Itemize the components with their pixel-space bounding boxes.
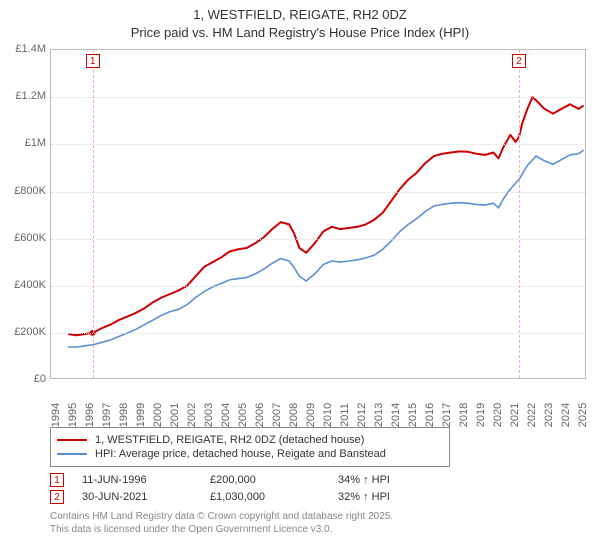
marker-price: £1,030,000 (210, 491, 320, 503)
legend-label: HPI: Average price, detached house, Reig… (95, 448, 386, 460)
marker-row: 2 30-JUN-2021 £1,030,000 32% ↑ HPI (50, 490, 592, 504)
plot-region: 12 (50, 49, 586, 379)
x-tick-label: 2023 (543, 403, 555, 427)
x-tick-label: 2006 (254, 403, 266, 427)
x-axis-labels: 1994199519961997199819992000200120022003… (50, 383, 586, 423)
x-tick-label: 2000 (152, 403, 164, 427)
x-tick-label: 2015 (407, 403, 419, 427)
x-tick-label: 2013 (373, 403, 385, 427)
legend-swatch (57, 439, 87, 441)
x-tick-label: 2017 (441, 403, 453, 427)
x-tick-label: 2001 (169, 403, 181, 427)
marker-number-box: 1 (50, 473, 64, 487)
x-tick-label: 2024 (560, 403, 572, 427)
x-tick-label: 2020 (492, 403, 504, 427)
chart-svg (51, 50, 587, 380)
gridline (51, 286, 585, 287)
marker-number-box: 2 (50, 490, 64, 504)
x-tick-label: 2022 (526, 403, 538, 427)
x-tick-label: 2019 (475, 403, 487, 427)
x-tick-label: 2004 (220, 403, 232, 427)
title-line-1: 1, WESTFIELD, REIGATE, RH2 0DZ (8, 6, 592, 24)
x-tick-label: 2025 (577, 403, 589, 427)
x-tick-label: 2010 (322, 403, 334, 427)
x-tick-label: 2014 (390, 403, 402, 427)
x-tick-label: 2009 (305, 403, 317, 427)
marker-date: 30-JUN-2021 (82, 491, 192, 503)
marker-hpi: 32% ↑ HPI (338, 491, 458, 503)
marker-table: 1 11-JUN-1996 £200,000 34% ↑ HPI 2 30-JUN-202… (50, 473, 592, 504)
x-tick-label: 1994 (50, 403, 62, 427)
x-tick-label: 2016 (424, 403, 436, 427)
marker-date: 11-JUN-1996 (82, 474, 192, 486)
y-tick-label: £400K (14, 279, 46, 291)
marker-vline (93, 50, 94, 378)
y-tick-label: £800K (14, 185, 46, 197)
gridline (51, 239, 585, 240)
y-tick-label: £600K (14, 232, 46, 244)
legend-label: 1, WESTFIELD, REIGATE, RH2 0DZ (detached… (95, 434, 364, 446)
x-tick-label: 2002 (186, 403, 198, 427)
footer-line-1: Contains HM Land Registry data © Crown c… (50, 510, 592, 523)
series-price_paid (68, 97, 584, 335)
legend-swatch (57, 453, 87, 455)
legend-box: 1, WESTFIELD, REIGATE, RH2 0DZ (detached… (50, 427, 450, 467)
x-tick-label: 1999 (135, 403, 147, 427)
footer-line-2: This data is licensed under the Open Gov… (50, 523, 592, 536)
x-tick-label: 2008 (288, 403, 300, 427)
y-tick-label: £1.2M (15, 90, 46, 102)
marker-row: 1 11-JUN-1996 £200,000 34% ↑ HPI (50, 473, 592, 487)
x-tick-label: 1997 (101, 403, 113, 427)
series-hpi (68, 150, 584, 347)
marker-label: 2 (512, 54, 526, 68)
gridline (51, 333, 585, 334)
x-tick-label: 2011 (339, 403, 351, 427)
legend-item: HPI: Average price, detached house, Reig… (57, 448, 443, 460)
x-tick-label: 2012 (356, 403, 368, 427)
gridline (51, 144, 585, 145)
y-tick-label: £0 (34, 373, 46, 385)
x-tick-label: 1996 (84, 403, 96, 427)
x-tick-label: 2003 (203, 403, 215, 427)
chart-area: 12 1994199519961997199819992000200120022… (8, 45, 592, 425)
x-tick-label: 2018 (458, 403, 470, 427)
x-tick-label: 1998 (118, 403, 130, 427)
x-tick-label: 1995 (67, 403, 79, 427)
x-tick-label: 2005 (237, 403, 249, 427)
y-tick-label: £1.4M (15, 43, 46, 55)
gridline (51, 97, 585, 98)
marker-vline (519, 50, 520, 378)
legend-item: 1, WESTFIELD, REIGATE, RH2 0DZ (detached… (57, 434, 443, 446)
chart-container: 1, WESTFIELD, REIGATE, RH2 0DZ Price pai… (0, 0, 600, 560)
y-tick-label: £200K (14, 326, 46, 338)
title-line-2: Price paid vs. HM Land Registry's House … (8, 24, 592, 42)
gridline (51, 192, 585, 193)
x-tick-label: 2021 (509, 403, 521, 427)
marker-label: 1 (86, 54, 100, 68)
footer-note: Contains HM Land Registry data © Crown c… (50, 510, 592, 536)
y-tick-label: £1M (25, 137, 46, 149)
chart-title: 1, WESTFIELD, REIGATE, RH2 0DZ Price pai… (8, 6, 592, 41)
marker-hpi: 34% ↑ HPI (338, 474, 458, 486)
x-tick-label: 2007 (271, 403, 283, 427)
marker-price: £200,000 (210, 474, 320, 486)
